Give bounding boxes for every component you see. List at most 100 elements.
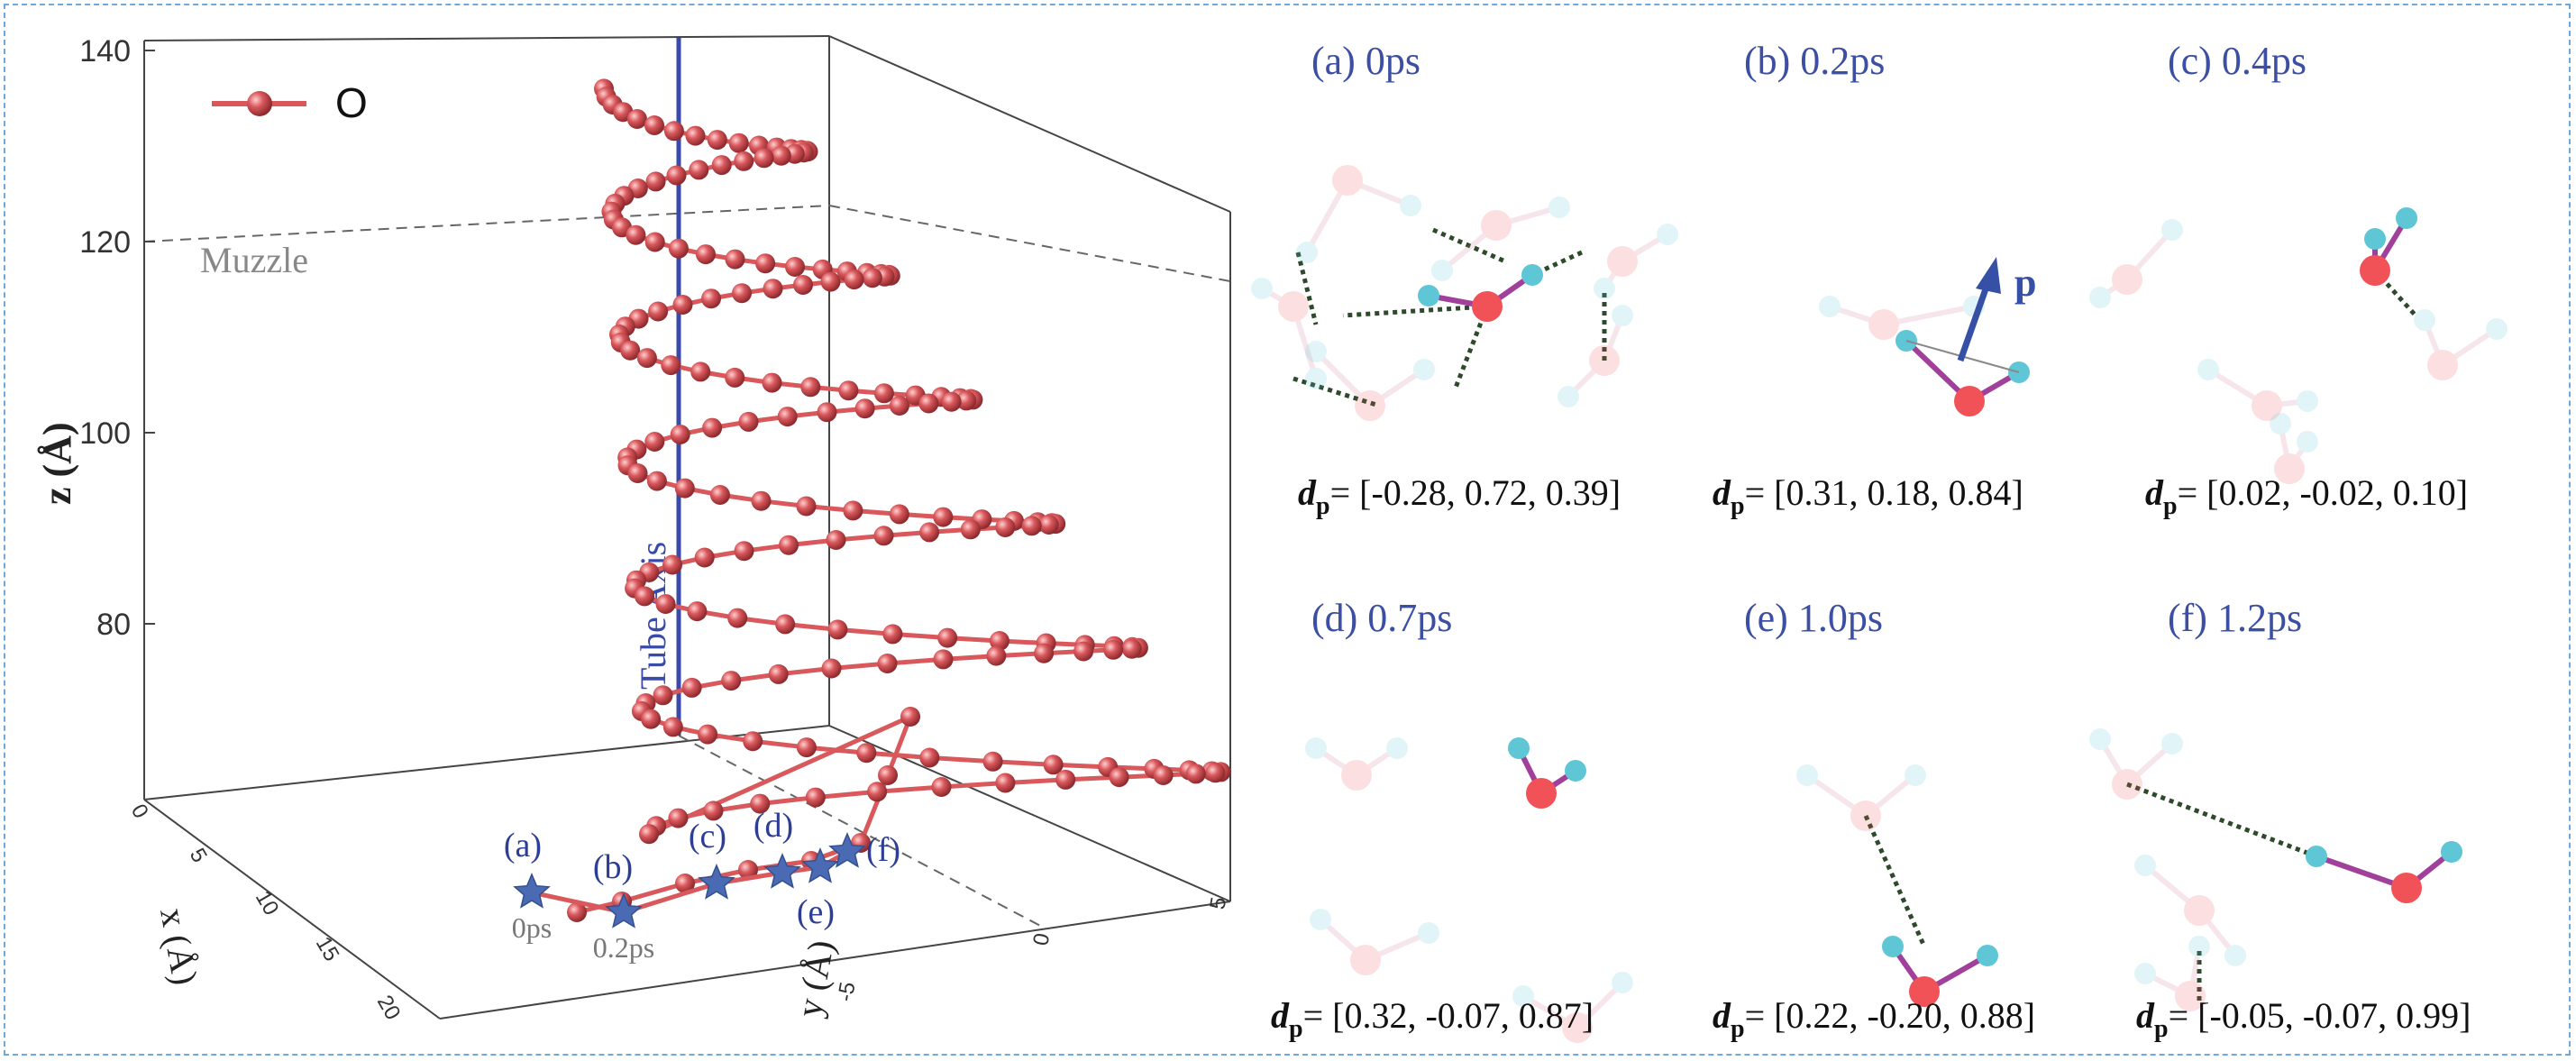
- oh-bond: [1318, 917, 1368, 963]
- oh-bond: [2316, 854, 2407, 891]
- hydrogen-atom: [2197, 359, 2219, 380]
- hydrogen-atom: [1251, 278, 1273, 299]
- oxygen-bead: [655, 594, 676, 614]
- background-water: [1251, 278, 1327, 389]
- oh-bond: [1355, 745, 1399, 778]
- oxygen-bead: [662, 554, 682, 575]
- oxygen-bead: [844, 270, 864, 290]
- hydrogen-atom: [2134, 855, 2156, 876]
- oxygen-bead: [843, 500, 863, 521]
- dp-symbol: d: [2136, 995, 2155, 1036]
- oxygen-bead: [986, 645, 1007, 666]
- oxygen-atom: [2391, 873, 2422, 903]
- dipole-vector-label: dp= [0.22, -0.20, 0.88]: [1713, 995, 2035, 1043]
- oxygen-bead: [751, 490, 772, 511]
- x-tick-label: 10: [251, 887, 284, 920]
- hydrogen-atom: [1418, 285, 1439, 306]
- snapshot-panel: (e) 1.0ps dp= [0.22, -0.20, 0.88]: [1713, 596, 2035, 1043]
- oh-bond: [1346, 178, 1412, 208]
- hydrogen-atom: [2414, 309, 2435, 331]
- oxygen-bead: [661, 355, 681, 376]
- molecule-group: p: [1819, 257, 2036, 416]
- oxygen-bead: [878, 765, 898, 785]
- oxygen-bead: [827, 619, 848, 640]
- oxygen-bead: [641, 709, 662, 729]
- oxygen-bead: [666, 165, 687, 186]
- oxygen-atom: [1526, 778, 1557, 809]
- hydrogen-atom: [1905, 764, 1926, 786]
- background-water: [1594, 224, 1678, 299]
- background-water: [1296, 165, 1421, 263]
- legend: O: [212, 79, 368, 126]
- dp-values: = [0.31, 0.18, 0.84]: [1745, 472, 2023, 513]
- background-water: [1305, 341, 1435, 421]
- oxygen-atom: [1850, 800, 1881, 831]
- oxygen-bead: [636, 348, 657, 369]
- oxygen-bead: [877, 654, 898, 673]
- hydrogen-atom: [1557, 386, 1579, 407]
- z-axis: 140 120 100 80 z (Å): [35, 34, 155, 642]
- oxygen-bead: [817, 402, 837, 423]
- oxygen-bead: [738, 860, 758, 880]
- oxygen-bead: [1021, 516, 1042, 536]
- snapshot-panel: (d) 0.7ps dp= [0.32, -0.07, 0.87]: [1271, 596, 1633, 1043]
- time-marker-label: (f): [866, 831, 900, 869]
- oxygen-bead: [796, 496, 817, 517]
- oxygen-bead: [644, 232, 665, 252]
- oxygen-bead: [644, 432, 665, 452]
- oxygen-bead: [1205, 763, 1226, 783]
- tracked-water: [2360, 207, 2417, 286]
- oxygen-bead: [681, 677, 702, 698]
- background-water: [1512, 972, 1633, 1043]
- hydrogen-atom: [2161, 733, 2183, 755]
- hydrogen-atom: [1548, 197, 1570, 218]
- oxygen-bead: [674, 478, 695, 498]
- hydrogen-atom: [1612, 972, 1633, 993]
- oxygen-bead: [639, 824, 659, 845]
- oh-bond: [2124, 741, 2175, 787]
- oxygen-atom: [1472, 291, 1503, 322]
- snapshot-title: (e) 1.0ps: [1744, 596, 1883, 640]
- box-edge: [828, 35, 1231, 213]
- oxygen-bead: [626, 224, 646, 245]
- hydrogen-atom: [1386, 737, 1408, 759]
- dipole-vector-label: dp= [0.32, -0.07, 0.87]: [1271, 995, 1594, 1043]
- hydrogen-atom: [2364, 228, 2386, 250]
- oxygen-bead: [668, 808, 689, 828]
- oxygen-bead: [672, 295, 693, 315]
- hydrogen-atom: [1431, 260, 1453, 281]
- time-marker-time: 0.2ps: [593, 931, 654, 964]
- dipole-arrow-label: p: [2014, 261, 2036, 305]
- hydrogen-atom: [1977, 945, 1998, 966]
- snapshot-title: (c) 0.4ps: [2168, 39, 2307, 83]
- dp-symbol: d: [1271, 995, 1290, 1036]
- hydrogen-atom: [1305, 737, 1327, 759]
- hydrogen-bond: [1293, 376, 1380, 408]
- oxygen-bead: [1055, 769, 1076, 790]
- oxygen-atom: [2184, 895, 2215, 926]
- time-marker-star: [763, 853, 801, 889]
- hydrogen-atom: [1305, 341, 1327, 362]
- oxygen-bead: [685, 125, 706, 146]
- oh-bond: [2097, 737, 2130, 786]
- hydrogen-atom: [2441, 841, 2462, 863]
- molecule-group: [1305, 737, 1633, 1043]
- hydrogen-atom: [2161, 219, 2183, 241]
- oxygen-bead: [873, 383, 894, 404]
- oxygen-bead: [702, 417, 723, 438]
- molecule-group: [2089, 728, 2462, 1011]
- oxygen-bead: [626, 109, 647, 129]
- oxygen-bead: [750, 793, 771, 814]
- hydrogen-atom: [1657, 224, 1678, 245]
- snapshot-title: (d) 0.7ps: [1311, 596, 1452, 640]
- oxygen-atom: [1341, 760, 1372, 791]
- dp-values: = [-0.05, -0.07, 0.99]: [2169, 995, 2471, 1036]
- muzzle-label: Muzzle: [200, 240, 308, 280]
- hydrogen-atom: [1565, 760, 1586, 782]
- oxygen-bead: [889, 396, 909, 416]
- hydrogen-atom: [2486, 318, 2507, 340]
- oxygen-atom: [1355, 390, 1385, 421]
- time-marker-star: [801, 847, 839, 883]
- oxygen-bead: [696, 244, 716, 265]
